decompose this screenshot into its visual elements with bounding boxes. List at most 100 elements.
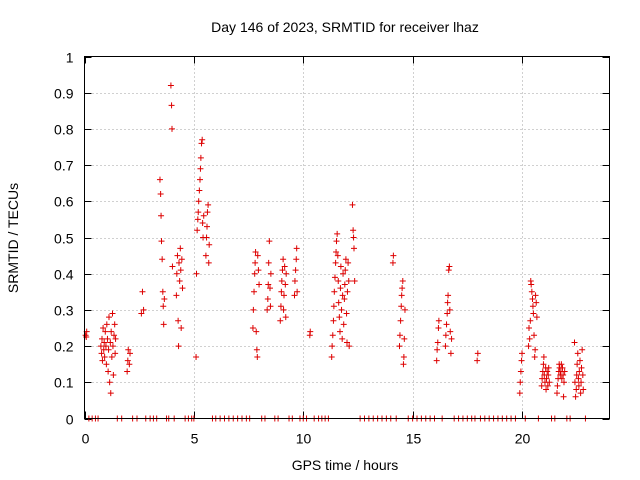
data-point <box>331 288 338 295</box>
axis-ticks <box>84 56 610 420</box>
data-point <box>330 303 337 310</box>
data-point <box>253 346 260 353</box>
data-point <box>109 343 116 350</box>
data-point <box>574 350 581 357</box>
data-point <box>573 372 580 379</box>
data-point <box>205 201 212 208</box>
data-point <box>344 339 350 346</box>
data-point <box>158 238 165 245</box>
data-point <box>342 267 349 274</box>
data-point <box>350 234 357 241</box>
data-point <box>254 353 261 360</box>
data-point <box>576 368 583 375</box>
data-point <box>396 343 403 350</box>
data-point <box>528 288 535 295</box>
data-point <box>525 343 532 350</box>
data-point <box>293 256 300 263</box>
data-point <box>389 259 396 266</box>
y-tick-label: 0.3 <box>54 303 74 319</box>
data-point <box>283 270 290 277</box>
data-point <box>573 386 580 393</box>
data-point <box>102 328 109 335</box>
data-point <box>99 335 105 342</box>
data-point <box>178 256 185 263</box>
y-tick-label: 0.6 <box>54 194 74 210</box>
data-point <box>531 353 538 360</box>
x-tick-label: 20 <box>515 431 531 447</box>
data-point <box>339 335 346 342</box>
data-point <box>559 364 566 371</box>
data-point <box>197 165 204 172</box>
data-point <box>168 102 175 109</box>
data-point <box>334 230 341 237</box>
data-point <box>102 343 109 350</box>
y-tick-label: 1 <box>66 50 74 66</box>
data-point <box>193 270 200 277</box>
data-point <box>530 310 537 317</box>
data-point <box>538 382 545 389</box>
data-point <box>177 245 184 252</box>
data-point <box>443 321 450 328</box>
data-point <box>578 379 585 386</box>
data-point <box>158 212 165 219</box>
data-point <box>279 267 286 274</box>
x-tick-label: 15 <box>406 431 422 447</box>
data-point <box>533 299 540 306</box>
data-point <box>175 343 182 350</box>
data-point <box>448 335 455 342</box>
data-point <box>204 223 210 230</box>
data-point <box>100 325 107 331</box>
data-point <box>543 386 550 393</box>
data-point <box>340 270 347 277</box>
y-tick-label: 0 <box>66 412 74 428</box>
data-point <box>159 288 166 295</box>
data-point <box>103 361 110 368</box>
data-points <box>82 82 589 422</box>
data-point <box>574 361 581 368</box>
data-point <box>106 379 113 386</box>
plot-frame <box>84 56 610 419</box>
data-point <box>337 328 343 335</box>
data-point <box>267 285 273 292</box>
data-point <box>445 267 452 274</box>
data-point <box>343 310 350 317</box>
data-point <box>532 292 539 299</box>
data-point <box>281 292 287 299</box>
data-point <box>517 368 524 375</box>
data-point <box>97 343 104 350</box>
data-point <box>445 292 452 299</box>
data-point <box>160 303 167 310</box>
data-point <box>474 357 481 364</box>
data-point <box>175 317 182 324</box>
data-point <box>533 314 540 321</box>
x-axis-label: GPS time / hours <box>292 457 399 473</box>
data-point <box>179 285 186 292</box>
data-point <box>156 176 163 183</box>
data-point <box>571 379 578 386</box>
data-point <box>194 227 201 234</box>
data-point <box>516 390 523 397</box>
data-point <box>195 209 202 216</box>
data-point <box>267 303 274 310</box>
data-point <box>294 288 301 295</box>
data-point <box>103 321 110 328</box>
data-point <box>107 390 114 397</box>
data-point <box>110 372 117 379</box>
data-point <box>579 346 586 353</box>
data-point <box>474 350 481 357</box>
data-point <box>401 335 408 342</box>
data-point <box>346 343 353 350</box>
data-point <box>292 267 299 274</box>
data-point <box>206 241 213 248</box>
data-point <box>140 306 147 313</box>
data-point <box>252 248 259 255</box>
data-point <box>351 245 357 252</box>
data-point <box>169 125 175 132</box>
data-point <box>157 191 164 198</box>
data-point <box>161 296 168 303</box>
data-point <box>332 259 339 266</box>
tick-labels: 00.10.20.30.40.50.60.70.80.910 5 10 15 20 <box>54 50 530 447</box>
data-point <box>400 361 407 368</box>
data-point <box>177 267 184 274</box>
